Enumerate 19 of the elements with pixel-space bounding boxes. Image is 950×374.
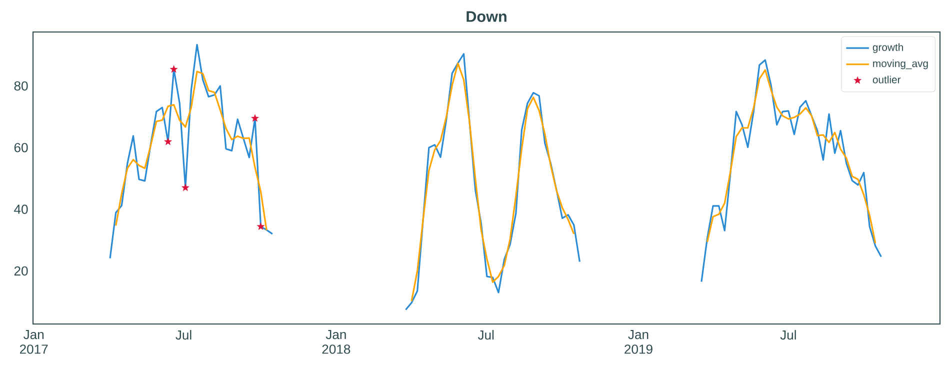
x-tick-label: Jul [176,330,192,340]
legend-label: outlier [872,76,901,84]
point [164,137,172,146]
y-tick-label: 60 [14,142,28,152]
y-tick-label: 20 [14,266,28,276]
x-tick-label: Jan 2019 [624,330,652,354]
point [181,183,190,192]
legend-label: growth [872,43,903,53]
x-tick-label: Jan 2018 [322,330,350,354]
y-tick-label: 40 [14,204,28,214]
x-tick-label: Jan 2017 [20,330,48,354]
point [256,222,265,230]
legend-label: moving_avg [873,60,928,70]
point [250,114,260,122]
y-tick-label: 80 [14,81,28,91]
x-tick-label: Jul [478,330,494,340]
chart-title: Down [466,11,506,22]
point [170,65,178,73]
x-tick-label: Jul [780,330,796,340]
